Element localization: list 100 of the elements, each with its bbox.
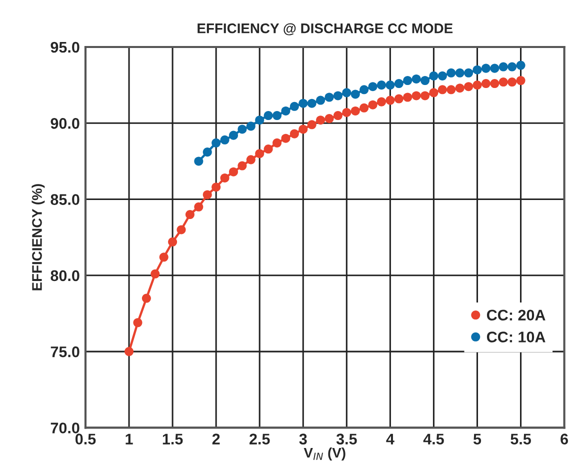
- point: [403, 76, 412, 86]
- point: [185, 210, 194, 220]
- point: [516, 60, 526, 70]
- point: [376, 80, 386, 90]
- point: [438, 85, 447, 94]
- point: [298, 124, 308, 134]
- point: [298, 98, 308, 108]
- point: [360, 85, 369, 94]
- point: [290, 102, 299, 111]
- point: [255, 149, 264, 158]
- x-tick-label: 0.5: [75, 434, 96, 444]
- point: [472, 65, 482, 74]
- x-tick-label: 6: [560, 434, 568, 444]
- point: [429, 88, 438, 98]
- point: [481, 64, 490, 73]
- y-tick-label: 70.0: [50, 422, 80, 434]
- x-axis-title: V$_{IN}$ (V): [304, 447, 346, 460]
- point: [272, 138, 282, 148]
- x-tick-label: 4: [386, 434, 394, 444]
- point: [394, 79, 404, 88]
- point: [333, 91, 342, 100]
- point: [246, 155, 256, 164]
- point: [455, 84, 464, 93]
- point: [342, 108, 352, 117]
- point: [464, 68, 474, 78]
- x-tick-label: 1.5: [162, 434, 183, 444]
- point: [194, 202, 204, 212]
- point: [420, 76, 430, 86]
- x-tick-label: 1: [126, 434, 133, 444]
- point: [455, 68, 464, 78]
- point: [142, 294, 151, 303]
- x-tick-label: 3: [299, 434, 307, 444]
- x-tick-label: 5: [473, 434, 482, 444]
- x-tick-label: 2.5: [250, 434, 270, 444]
- point: [508, 78, 517, 87]
- point: [133, 318, 142, 328]
- point: [429, 71, 438, 80]
- point: [316, 116, 326, 125]
- y-tick-label: 90.0: [50, 118, 80, 129]
- point: [281, 134, 290, 143]
- point: [124, 347, 134, 356]
- point: [438, 71, 447, 80]
- chart-title: EFFICIENCY @ DISCHARGE CC MODE: [198, 23, 453, 36]
- point: [490, 79, 500, 88]
- point: [368, 82, 378, 92]
- point: [386, 96, 395, 105]
- point: [246, 122, 256, 131]
- point: [368, 100, 378, 110]
- point: [420, 91, 430, 100]
- legend-label: CC: 20A: [486, 310, 546, 321]
- point: [212, 182, 221, 192]
- point: [324, 92, 334, 102]
- point: [159, 252, 168, 262]
- point: [350, 106, 360, 116]
- point: [412, 91, 421, 100]
- point: [333, 111, 342, 120]
- point: [150, 269, 160, 278]
- point: [238, 124, 247, 134]
- point: [202, 148, 212, 157]
- x-tick-label: 3.5: [336, 434, 357, 444]
- point: [412, 74, 421, 84]
- x-tick-label: 5.5: [510, 434, 531, 444]
- point: [324, 114, 334, 124]
- y-tick-label: 95.0: [50, 42, 80, 53]
- point: [508, 62, 517, 72]
- point: [516, 76, 526, 86]
- point: [376, 97, 386, 106]
- point: [316, 96, 326, 105]
- legend-label: CC: 10A: [486, 332, 546, 342]
- point: [176, 225, 186, 234]
- point: [281, 106, 290, 116]
- point: [290, 129, 299, 138]
- point: [238, 161, 247, 170]
- point: [403, 92, 412, 102]
- point: [264, 111, 273, 120]
- point: [360, 103, 369, 112]
- y-tick-label: 80.0: [50, 270, 80, 282]
- point: [168, 237, 178, 246]
- point: [228, 130, 238, 140]
- point: [264, 144, 273, 154]
- point: [194, 156, 204, 166]
- point: [481, 79, 490, 88]
- point: [498, 62, 508, 72]
- point: [228, 167, 238, 176]
- y-tick-label: 75.0: [50, 346, 80, 358]
- point: [350, 90, 360, 99]
- point: [472, 80, 482, 90]
- point: [220, 173, 230, 182]
- point: [220, 135, 230, 144]
- point: [490, 64, 500, 73]
- y-axis-title: EFFICIENCY (%): [32, 184, 45, 290]
- point: [464, 82, 474, 92]
- point: [307, 98, 316, 108]
- point: [202, 190, 212, 200]
- x-tick-label: 4.5: [423, 434, 444, 444]
- y-tick-label: 85.0: [50, 194, 80, 205]
- point: [255, 116, 264, 125]
- point: [386, 80, 395, 90]
- point: [212, 138, 221, 148]
- point: [342, 88, 352, 98]
